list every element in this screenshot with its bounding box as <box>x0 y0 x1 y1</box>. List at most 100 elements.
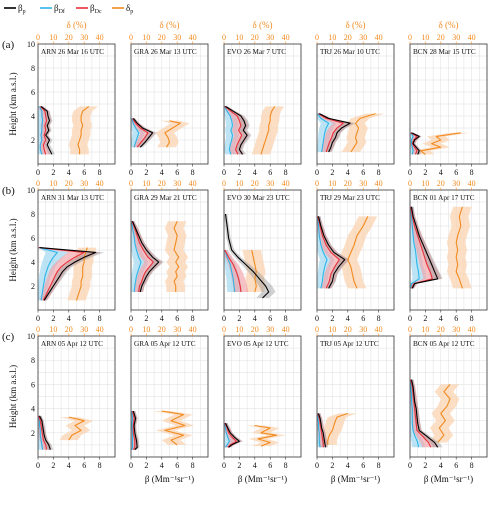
top-tick-label: 20 <box>437 325 445 334</box>
coarse-dust-backscatter-line <box>410 379 432 448</box>
top-tick-label: 40 <box>96 325 104 334</box>
fine-dust-backscatter-line <box>39 106 44 155</box>
bottom-tick-label: 0 <box>36 314 40 323</box>
top-tick-label: 40 <box>468 179 476 188</box>
top-tick-label: 20 <box>437 33 445 42</box>
fine-dust-backscatter-line <box>224 423 230 448</box>
legend-subscript: Dc <box>95 9 102 15</box>
particle-backscatter-line <box>132 410 138 451</box>
bottom-tick-label: 0 <box>408 314 412 323</box>
particle-backscatter-line <box>319 113 351 153</box>
coarse-dust-backscatter-line <box>224 105 243 155</box>
bottom-tick-label: 4 <box>439 461 443 470</box>
top-tick-label: 40 <box>282 179 290 188</box>
left-axis-title: Height (km a.s.l.) <box>8 72 18 135</box>
bottom-tick-label: 4 <box>160 168 164 177</box>
legend-symbol: β <box>54 3 59 13</box>
top-tick-label: 30 <box>359 325 367 334</box>
backscatter-uncertainty-band <box>224 106 252 155</box>
legend-subscript: Df <box>59 8 65 15</box>
legend-label: βDf <box>54 3 65 15</box>
coarse-dust-backscatter-line <box>410 206 433 289</box>
top-tick-label: 20 <box>344 179 352 188</box>
depol-uncertainty-band <box>242 250 266 292</box>
bottom-tick-label: 2 <box>237 168 241 177</box>
bottom-tick-label: 0 <box>222 168 226 177</box>
left-tick-label: 10 <box>27 332 35 341</box>
top-tick-label: 20 <box>251 33 259 42</box>
top-tick-label: 30 <box>80 179 88 188</box>
top-tick-label: 20 <box>65 33 73 42</box>
particle-depol-line <box>350 113 376 153</box>
legend-symbol: δ <box>126 3 130 13</box>
top-tick-label: 30 <box>80 325 88 334</box>
particle-depol-line <box>420 132 461 155</box>
top-tick-label: 0 <box>36 33 40 42</box>
top-axis-title: δ (%) <box>160 20 180 30</box>
top-tick-label: 10 <box>49 179 57 188</box>
bottom-tick-label: 2 <box>51 461 55 470</box>
panel-frame <box>130 335 209 458</box>
bottom-tick-label: 6 <box>454 168 458 177</box>
particle-backscatter-line <box>410 206 439 289</box>
row-label: (b) <box>2 185 15 197</box>
fine-dust-backscatter-line <box>224 249 236 293</box>
fine-dust-backscatter-line <box>410 379 420 448</box>
particle-backscatter-line <box>411 132 420 155</box>
bottom-tick-label: 8 <box>377 314 381 323</box>
top-tick-label: 40 <box>282 325 290 334</box>
legend-subscript: p <box>23 9 26 15</box>
panel-frame <box>409 189 488 311</box>
top-tick-label: 10 <box>142 325 150 334</box>
left-tick-label: 8 <box>31 210 35 219</box>
bottom-tick-label: 2 <box>237 314 241 323</box>
depol-uncertainty-band <box>341 113 385 152</box>
bottom-tick-label: 2 <box>423 168 427 177</box>
particle-backscatter-line <box>131 220 160 293</box>
panel-title: BCN 28 Mar 15 UTC <box>413 48 476 56</box>
left-tick-label: 2 <box>31 136 35 145</box>
bottom-tick-label: 6 <box>82 168 86 177</box>
top-tick-label: 10 <box>328 179 336 188</box>
particle-backscatter-line <box>40 105 53 155</box>
row-label: (a) <box>2 39 15 51</box>
panel-frame <box>223 335 302 458</box>
top-tick-label: 0 <box>315 179 319 188</box>
bottom-tick-label: 6 <box>454 314 458 323</box>
backscatter-uncertainty-band <box>39 106 56 155</box>
top-tick-label: 0 <box>222 325 226 334</box>
coarse-dust-backscatter-line <box>39 106 48 155</box>
bottom-tick-label: 4 <box>253 168 257 177</box>
legend-subscript: p <box>130 9 133 15</box>
top-tick-label: 10 <box>235 33 243 42</box>
coarse-dust-backscatter-line <box>131 410 136 450</box>
left-tick-label: 6 <box>31 234 35 243</box>
bottom-tick-label: 4 <box>67 168 71 177</box>
coarse-dust-uncertainty-band <box>131 118 156 148</box>
bottom-tick-label: 8 <box>284 168 288 177</box>
top-tick-label: 30 <box>266 179 274 188</box>
top-tick-label: 20 <box>344 325 352 334</box>
depol-uncertainty-band <box>155 120 190 148</box>
particle-backscatter-line <box>317 216 346 289</box>
top-tick-label: 20 <box>158 325 166 334</box>
top-tick-label: 0 <box>129 179 133 188</box>
left-axis-title: Height (km a.s.l.) <box>8 218 18 281</box>
top-tick-label: 20 <box>65 325 73 334</box>
coarse-dust-backscatter-line <box>224 422 237 448</box>
top-tick-label: 10 <box>49 33 57 42</box>
top-tick-label: 0 <box>129 325 133 334</box>
coarse-dust-backscatter-line <box>38 247 85 301</box>
panel-title: GRA 26 Mar 13 UTC <box>134 48 197 56</box>
bottom-tick-label: 8 <box>191 168 195 177</box>
depol-uncertainty-band <box>411 132 471 155</box>
bottom-axis-title: β (Mm⁻¹sr⁻¹) <box>424 474 473 484</box>
particle-backscatter-line <box>224 213 270 299</box>
top-tick-label: 30 <box>266 33 274 42</box>
panel-frame <box>37 335 116 458</box>
panel-frame <box>316 43 395 165</box>
